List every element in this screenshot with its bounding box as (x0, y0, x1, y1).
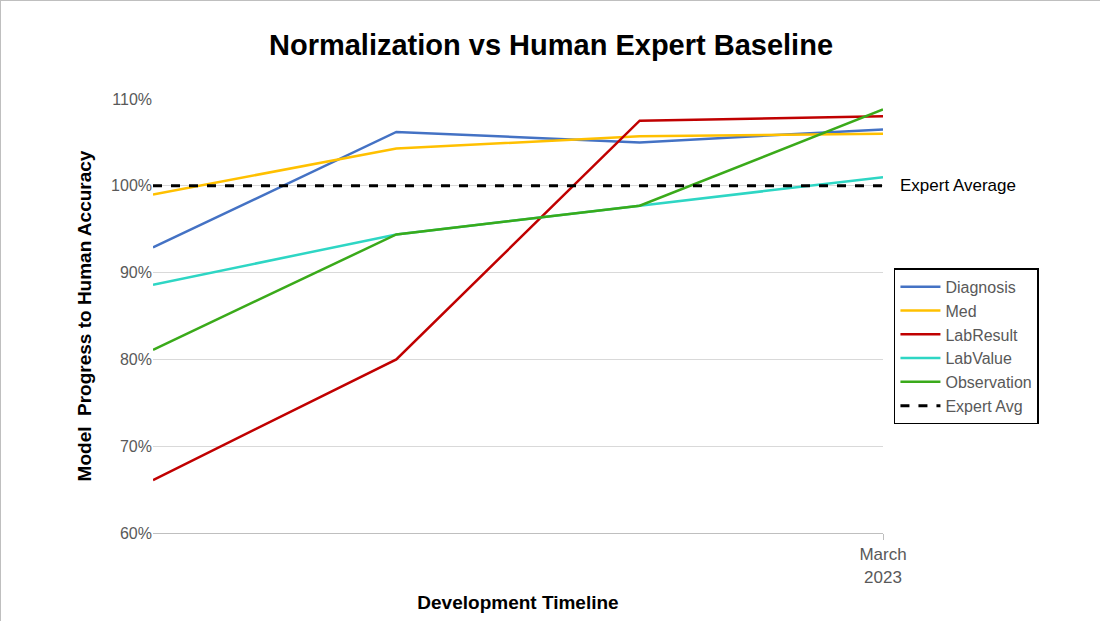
svg-text:Expert Avg: Expert Avg (945, 398, 1022, 415)
svg-text:LabValue: LabValue (945, 350, 1012, 367)
svg-text:Model Progress to Human Accur: Model Progress to Human Accuracy (74, 150, 95, 481)
svg-text:LabResult: LabResult (945, 327, 1018, 344)
svg-text:March2023: March2023 (859, 545, 906, 586)
svg-text:100%: 100% (111, 177, 152, 194)
svg-text:Med: Med (945, 303, 976, 320)
svg-text:Diagnosis: Diagnosis (945, 279, 1015, 296)
svg-text:Expert Average: Expert Average (900, 176, 1016, 195)
svg-text:Development Timeline: Development Timeline (417, 592, 618, 613)
svg-text:Observation: Observation (945, 374, 1031, 391)
svg-text:Normalization vs Human Expert: Normalization vs Human Expert Baseline (269, 29, 833, 61)
svg-text:110%: 110% (112, 91, 152, 108)
svg-text:90%: 90% (120, 264, 152, 281)
svg-text:70%: 70% (120, 438, 152, 455)
svg-text:80%: 80% (120, 351, 152, 368)
svg-text:60%: 60% (120, 525, 152, 542)
